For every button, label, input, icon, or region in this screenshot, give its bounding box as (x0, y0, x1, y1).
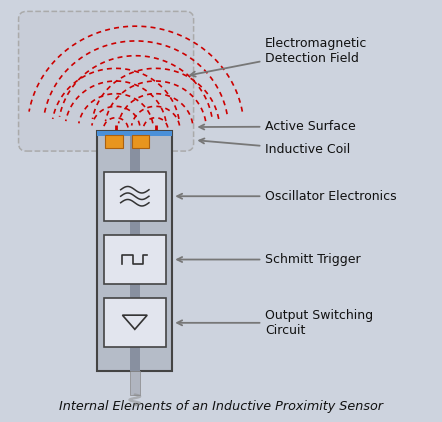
Bar (104, 298, 166, 347)
Bar (97, 131, 172, 136)
Bar (105, 135, 123, 148)
Bar (130, 131, 140, 371)
Text: Oscillator Electronics: Oscillator Electronics (177, 190, 397, 203)
Bar (104, 172, 166, 221)
Text: Output Switching
Circuit: Output Switching Circuit (177, 309, 373, 337)
Text: Active Surface: Active Surface (199, 120, 356, 133)
FancyBboxPatch shape (19, 11, 194, 151)
Bar (104, 235, 166, 284)
Text: Electromagnetic
Detection Field: Electromagnetic Detection Field (191, 37, 368, 76)
Text: Schmitt Trigger: Schmitt Trigger (177, 253, 361, 266)
Text: Inductive Coil: Inductive Coil (199, 138, 351, 156)
Text: Internal Elements of an Inductive Proximity Sensor: Internal Elements of an Inductive Proxim… (59, 400, 383, 413)
Bar (132, 135, 149, 148)
Bar (130, 371, 140, 395)
Bar (97, 131, 172, 371)
